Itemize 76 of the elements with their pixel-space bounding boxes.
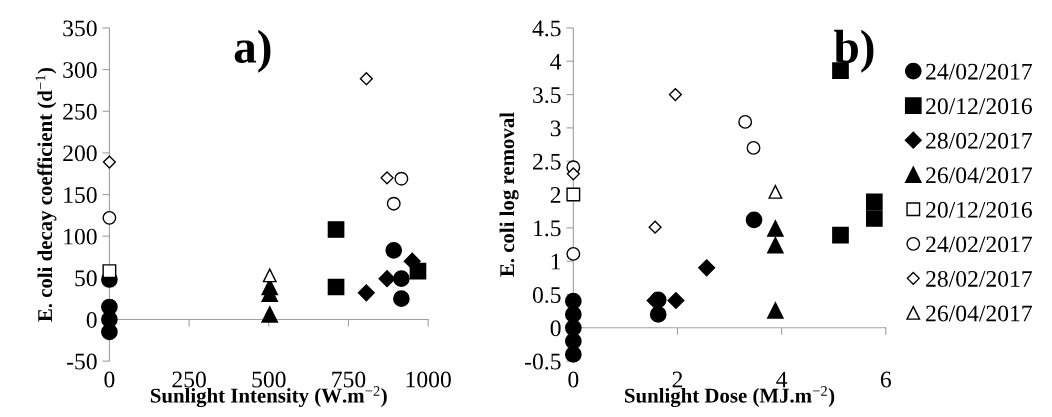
point [394,171,409,186]
y-tick-label: 1 [551,253,561,270]
point [832,226,849,244]
point [262,268,277,283]
point [102,210,117,225]
y-tick-label: 50 [75,270,97,287]
x-tick-label: 0 [568,371,579,388]
x-tick-label: 2 [672,371,683,388]
y-tick-label: 250 [63,103,97,120]
point [738,114,753,129]
point [102,264,117,279]
point [746,140,761,155]
point [565,292,582,310]
point [393,270,410,287]
annotation: a) [234,29,271,73]
point [378,270,396,288]
point [102,155,116,169]
y-tick-label: 3.5 [533,87,561,104]
y-axis-title: E. coli decay coefficient (d$^{−1}$) [35,67,57,322]
y-tick-label: 350 [63,20,97,37]
y-tick-label: 4.5 [532,20,561,37]
x-tick-label: 250 [172,371,206,388]
point [327,221,345,238]
y-tick-label: 100 [64,228,97,245]
point [768,184,783,199]
point [261,306,279,323]
x-tick-label: 4 [776,371,788,388]
point [698,259,716,277]
y-tick-label: 200 [63,145,97,162]
x-tick-label: 0 [104,371,115,388]
legend-label: 26/04/2017 [926,167,1032,184]
legend-label: 26/04/2017 [926,305,1032,322]
y-tick-label: 0 [86,311,97,328]
point [386,196,401,211]
point [566,187,581,202]
point [865,210,883,227]
y-tick-label: 3 [550,120,561,137]
legend-label: 24/02/2017 [926,63,1032,80]
legend-label: 20/12/2016 [926,201,1032,218]
y-tick-label: 300 [63,62,97,79]
y-tick-label: -50 [67,353,97,370]
point [767,220,784,237]
y-tick-label: 4 [550,53,562,70]
point [393,290,410,307]
y-tick-label: 0.5 [532,286,561,304]
point [566,246,581,261]
legend-label: 28/02/2017 [926,132,1032,149]
y-tick-label: -0.5 [525,353,561,370]
legend-label: 28/02/2017 [926,270,1032,287]
legend-label: 24/02/2017 [926,236,1032,253]
point [865,193,883,211]
annotation: b) [834,29,874,73]
point [385,242,403,259]
point [566,167,580,181]
y-tick-label: 0 [550,320,561,337]
point [667,291,685,310]
point [565,319,582,337]
point [403,252,421,270]
x-tick-label: 500 [252,371,286,388]
point [767,236,784,254]
y-axis-title: E. coli log removal [499,112,519,277]
point [767,302,784,319]
x-tick-label: 6 [880,371,891,388]
y-tick-label: 2 [550,187,561,203]
point [745,211,763,229]
x-axis-title: Sunlight Dose (MJ.m$^{−2}$) [625,386,835,408]
point [649,306,667,323]
y-tick-label: 1.5 [534,220,561,237]
x-tick-label: 1000 [406,371,451,388]
point [357,284,375,302]
point [565,346,582,363]
y-tick-label: 2.5 [533,153,561,170]
legend-label: 20/12/2016 [926,98,1032,115]
point [327,278,345,296]
x-tick-label: 750 [332,371,366,388]
y-tick-label: 150 [64,187,97,203]
